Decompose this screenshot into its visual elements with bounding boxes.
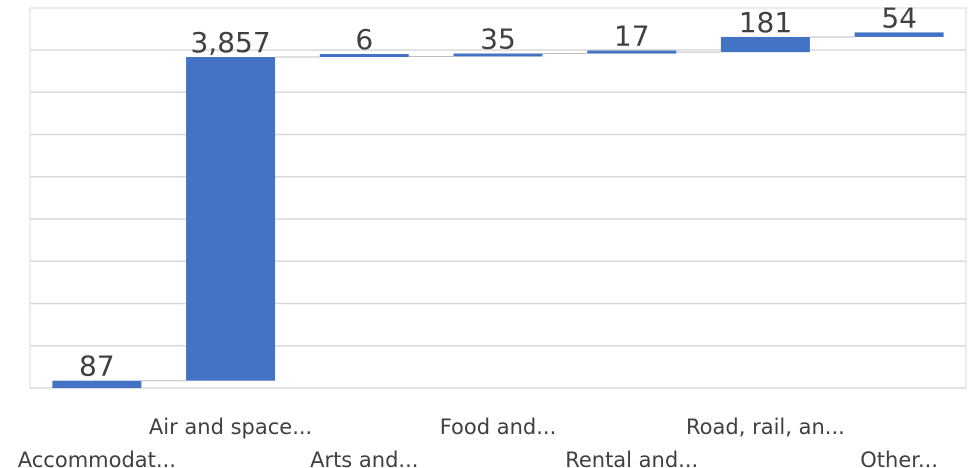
- bar-3: [453, 53, 543, 57]
- category-labels: Accommodat... Air and space... Arts and...…: [18, 415, 938, 468]
- bar-6: [854, 32, 944, 37]
- data-label-0: 87: [79, 350, 115, 383]
- category-label-1: Air and space...: [149, 415, 312, 439]
- bar-4: [587, 50, 677, 54]
- bar-0: [52, 380, 142, 388]
- gridlines: [30, 49, 966, 389]
- data-labels: 87 3,857 6 35 17 181 54: [79, 1, 917, 382]
- data-label-3: 35: [480, 22, 516, 55]
- category-label-5: Road, rail, an...: [686, 415, 845, 439]
- data-label-1: 3,857: [190, 26, 270, 59]
- bar-2: [319, 54, 409, 57]
- bars: [52, 32, 944, 388]
- data-label-6: 54: [881, 1, 917, 34]
- connector-lines: [141, 36, 855, 382]
- category-label-3: Food and...: [440, 415, 557, 439]
- bar-1: [186, 57, 276, 381]
- data-label-4: 17: [614, 20, 650, 53]
- bar-5: [720, 36, 810, 53]
- data-label-2: 6: [355, 23, 373, 56]
- plot-area-border: [29, 7, 967, 389]
- category-label-0: Accommodat...: [18, 448, 176, 468]
- category-label-2: Arts and...: [310, 448, 418, 468]
- category-label-4: Rental and...: [565, 448, 698, 468]
- data-label-5: 181: [739, 6, 792, 39]
- category-label-6: Other...: [860, 448, 938, 468]
- plot-frame: [29, 7, 967, 389]
